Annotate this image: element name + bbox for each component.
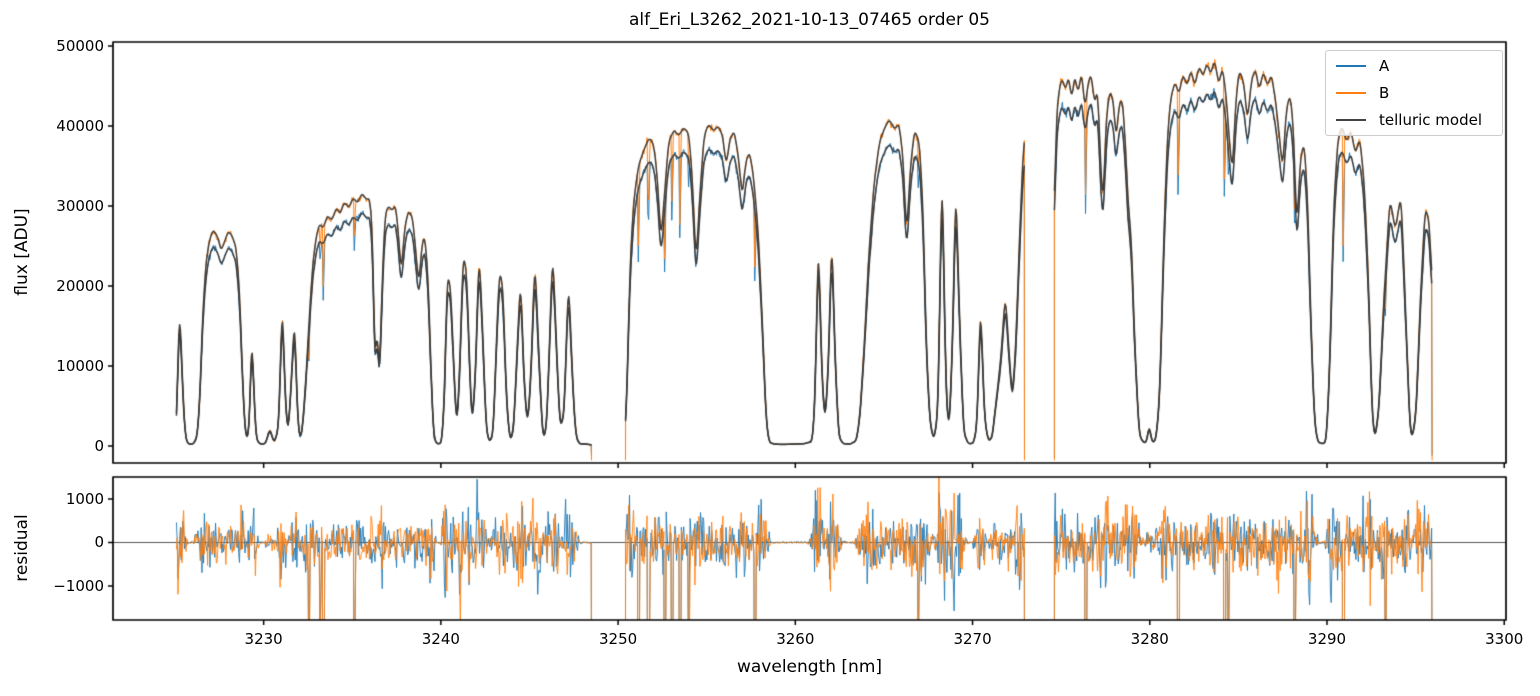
flux-axis-label: flux [ADU] [12,208,32,296]
wavelength-axis-label: wavelength [nm] [736,657,883,677]
x-tick-label: 3270 [953,630,992,648]
residual-y-tick-label: −1000 [53,576,104,595]
flux-y-tick-label: 0 [94,437,104,455]
flux-y-tick-label: 40000 [56,117,104,135]
legend-entry-a: A [1326,57,1502,75]
series-a-line-swatch [1336,65,1366,68]
flux-y-tick-label: 10000 [56,357,104,375]
flux-y-tick-label: 20000 [56,277,104,295]
x-tick-label: 3300 [1485,630,1524,648]
legend-entry-a-label: A [1379,57,1390,76]
residual-axis-label: residual [12,514,32,582]
legend-entry-b: B [1326,84,1502,102]
legend-entry-telluric-label: telluric model [1379,110,1483,129]
series-b-line-swatch [1336,91,1366,94]
x-tick-label: 3280 [1130,630,1169,648]
flux-y-tick-label: 30000 [56,197,104,215]
legend-entry-telluric: telluric model [1326,111,1502,129]
legend-entry-b-label: B [1379,83,1390,102]
x-tick-label: 3260 [776,630,815,648]
flux-y-tick-label: 50000 [56,37,104,55]
residual-y-tick-label: 1000 [65,490,104,508]
plot-title: alf_Eri_L3262_2021-10-13_07465 order 05 [629,10,990,30]
x-tick-label: 3230 [244,630,283,648]
residual-y-tick-label: 0 [94,533,104,552]
x-tick-label: 3250 [599,630,638,648]
legend-box: A B telluric model [1325,50,1503,136]
telluric-model-line-swatch [1336,118,1366,121]
x-tick-label: 3290 [1307,630,1347,648]
x-tick-label: 3240 [421,630,460,648]
